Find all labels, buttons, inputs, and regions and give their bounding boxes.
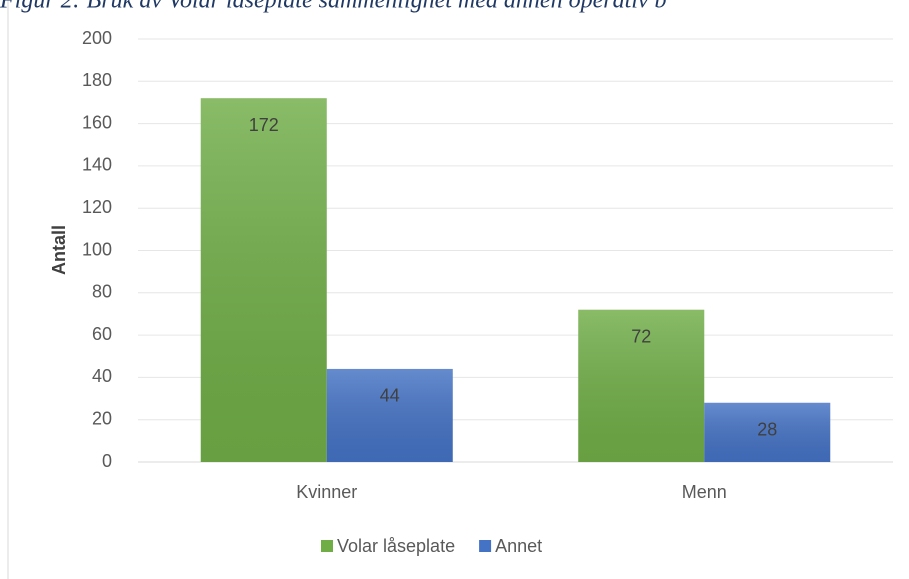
data-label: 172 (249, 115, 279, 135)
chart-title: Figur 2: Bruk av Volar låseplate sammenl… (0, 0, 667, 14)
bar-shade (200, 98, 327, 462)
legend-swatch (479, 540, 492, 552)
x-tick-label: Kvinner (296, 482, 357, 502)
y-tick-label: 180 (82, 70, 112, 90)
data-label: 44 (380, 386, 400, 406)
bar-shade (578, 309, 705, 462)
legend-label: Annet (495, 536, 542, 556)
y-tick-label: 20 (92, 408, 112, 428)
bar-shade (704, 402, 831, 462)
y-tick-label: 0 (102, 451, 112, 471)
y-tick-label: 60 (92, 324, 112, 344)
legend-swatch (321, 540, 333, 552)
y-axis-title: Antall (49, 225, 69, 275)
y-tick-label: 100 (82, 239, 112, 259)
y-tick-label: 140 (82, 155, 112, 175)
y-tick-label: 160 (82, 112, 112, 132)
x-tick-label: Menn (682, 482, 727, 502)
y-tick-label: 120 (82, 197, 112, 217)
data-label: 28 (757, 420, 777, 440)
chart-frame (7, 0, 9, 579)
legend-label: Volar låseplate (337, 536, 455, 556)
bar-shade (326, 368, 453, 462)
y-tick-label: 40 (92, 366, 112, 386)
y-tick-label: 200 (82, 28, 112, 48)
data-label: 72 (631, 326, 651, 346)
y-tick-label: 80 (92, 282, 112, 302)
